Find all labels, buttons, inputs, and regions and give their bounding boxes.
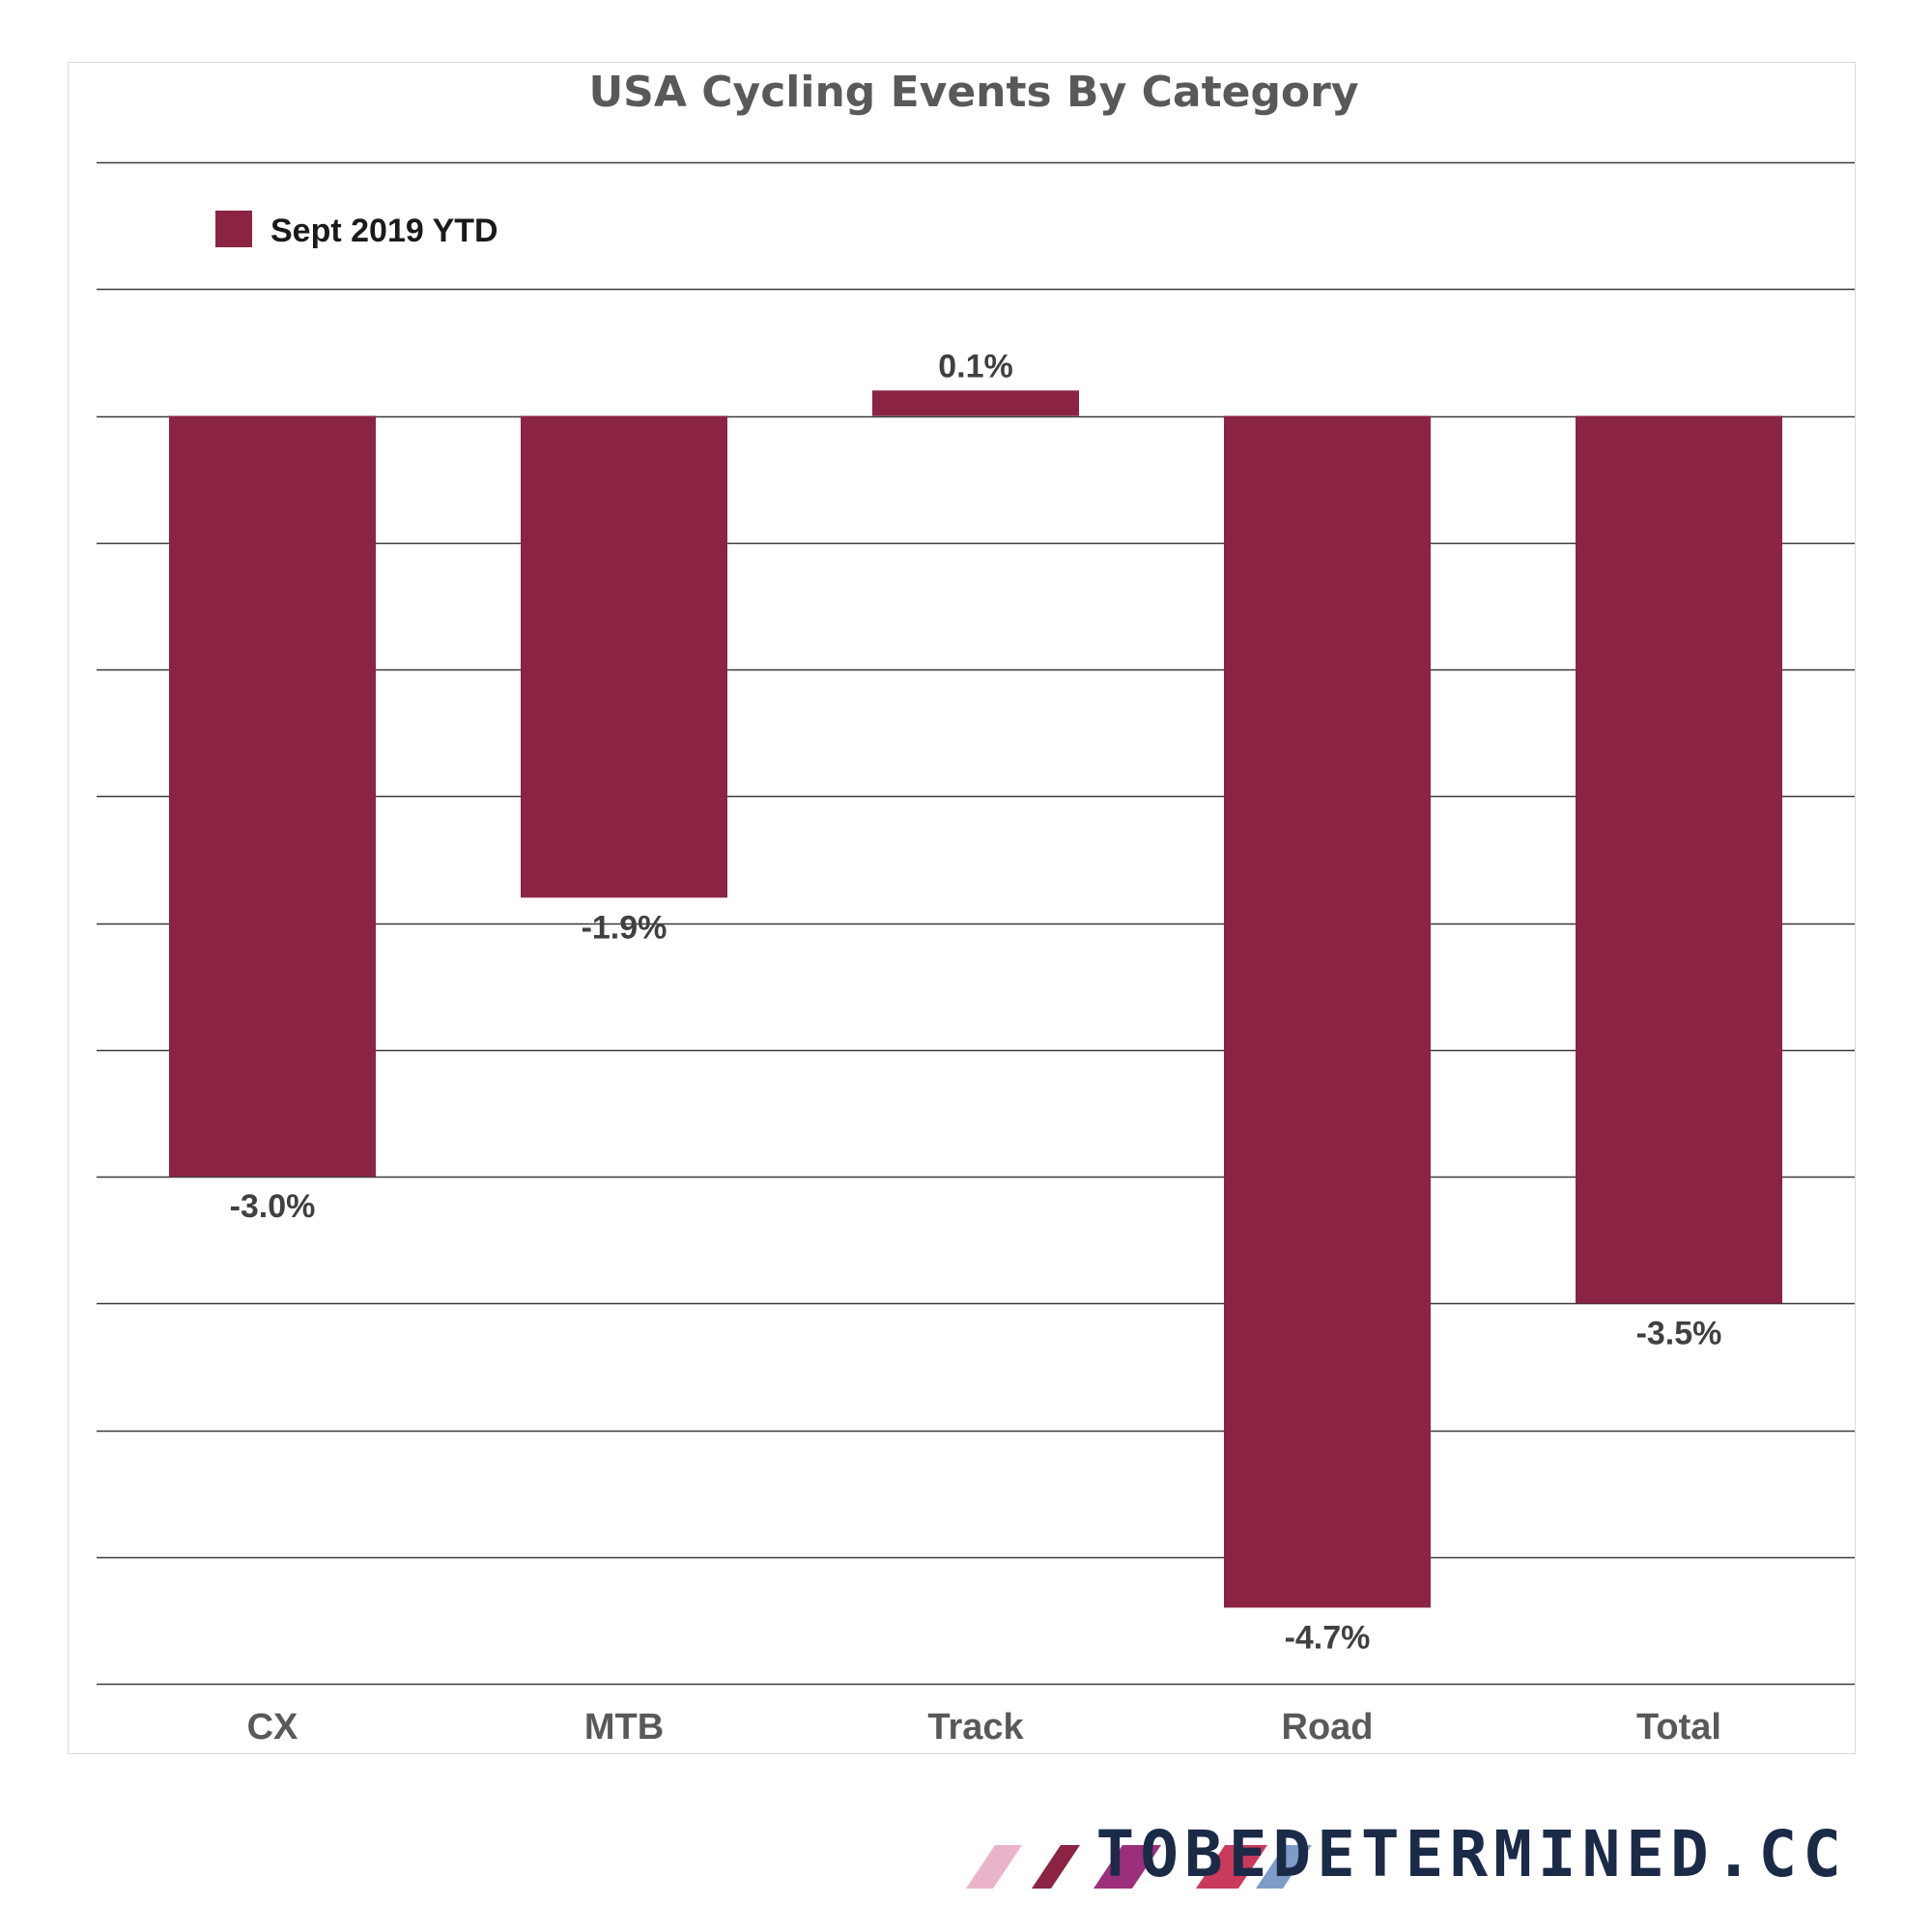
category-labels: CX MTB Track Road Total xyxy=(247,1707,1721,1747)
value-label-track: 0.1% xyxy=(938,348,1013,384)
value-label-mtb: -1.9% xyxy=(582,909,668,946)
bar-cx xyxy=(169,415,376,1177)
category-label-cx: CX xyxy=(247,1707,298,1747)
category-label-track: Track xyxy=(927,1707,1024,1747)
bar-track xyxy=(872,390,1079,416)
value-label-cx: -3.0% xyxy=(230,1188,316,1225)
brand-logo: TOBEDETERMINED.CC xyxy=(966,1817,1847,1891)
brand-stripe xyxy=(1256,1845,1312,1889)
value-labels: -3.0% -1.9% 0.1% -4.7% -3.5% xyxy=(230,348,1722,1656)
chart-title: USA Cycling Events By Category xyxy=(588,68,1358,117)
brand-stripe xyxy=(1094,1845,1161,1889)
legend: Sept 2019 YTD xyxy=(215,211,498,249)
value-label-road: -4.7% xyxy=(1285,1619,1371,1656)
gridlines xyxy=(97,161,1855,1686)
brand-stripe xyxy=(1032,1845,1080,1889)
value-label-total: -3.5% xyxy=(1636,1315,1722,1351)
bars xyxy=(169,390,1782,1608)
brand-text: TOBEDETERMINED.CC xyxy=(1095,1817,1847,1891)
bar-road xyxy=(1224,415,1431,1608)
category-label-total: Total xyxy=(1636,1707,1721,1747)
category-label-mtb: MTB xyxy=(584,1707,664,1747)
brand-stripe xyxy=(966,1845,1022,1889)
bar-total xyxy=(1576,415,1782,1304)
bar-mtb xyxy=(521,415,727,898)
brand-stripes xyxy=(966,1845,1312,1889)
brand-stripe xyxy=(1196,1845,1267,1889)
legend-label-sept-2019-ytd: Sept 2019 YTD xyxy=(270,213,498,249)
category-label-road: Road xyxy=(1282,1707,1374,1747)
legend-swatch xyxy=(215,211,252,247)
